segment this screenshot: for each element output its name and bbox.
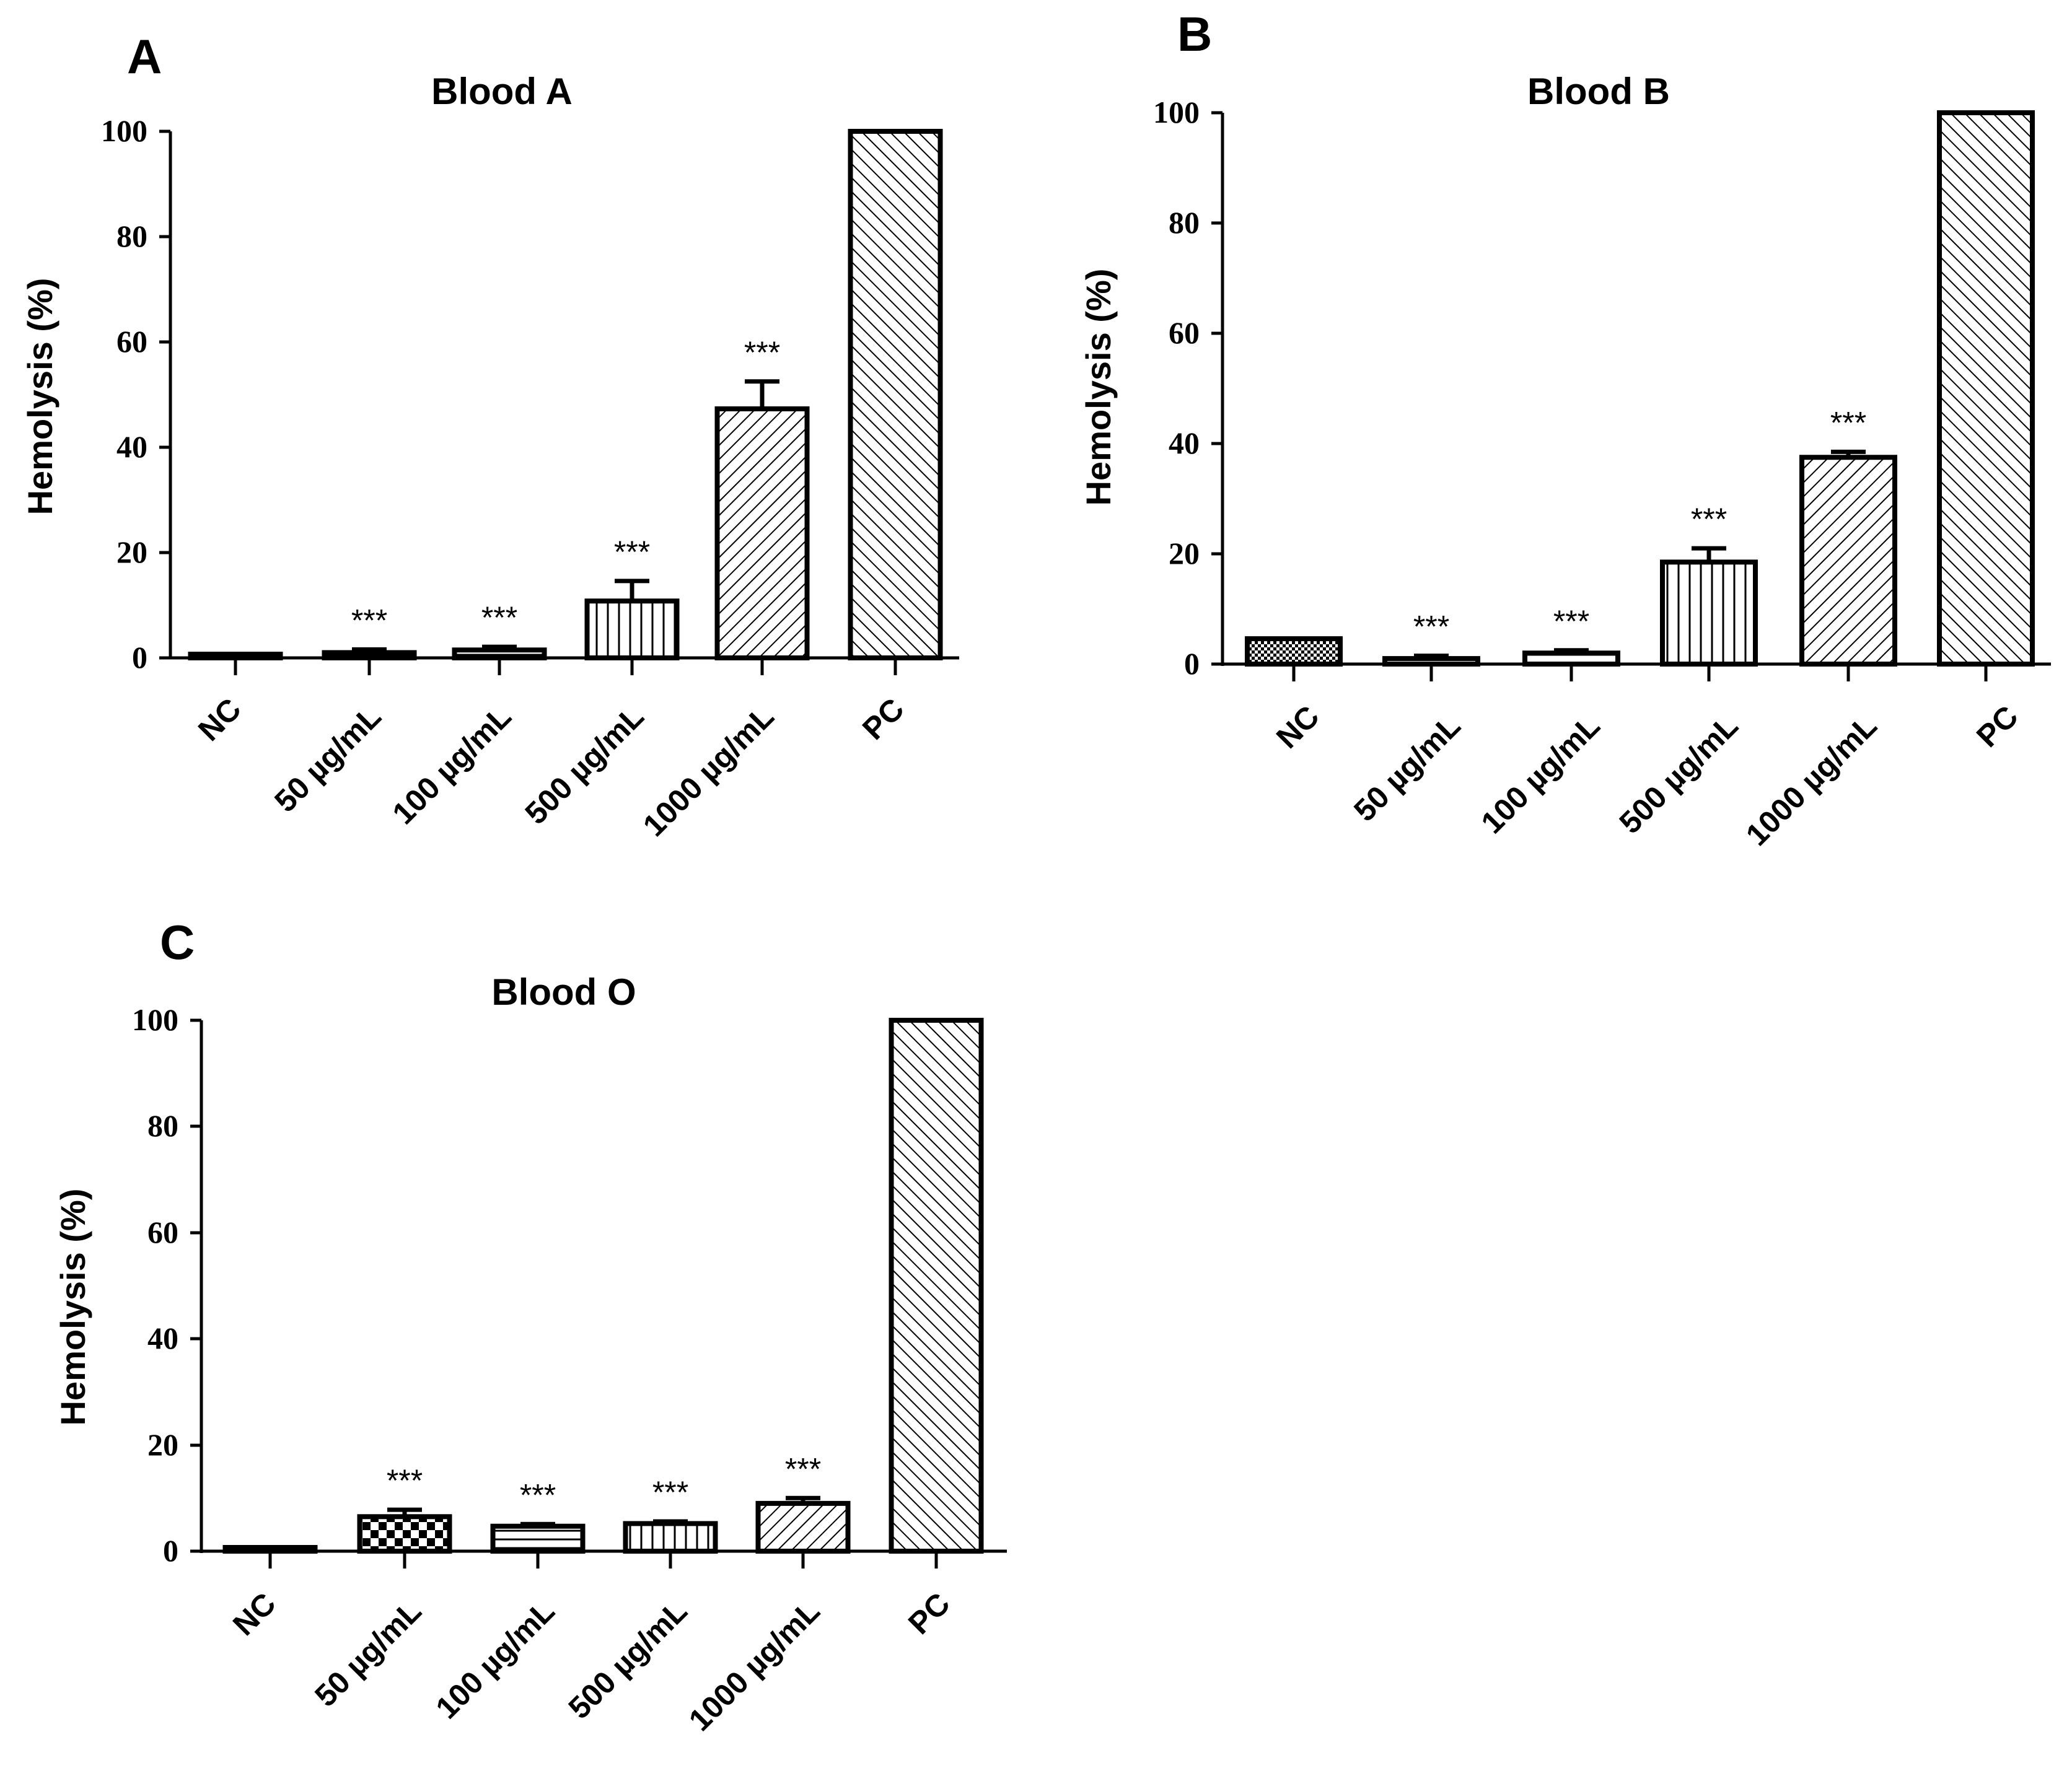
- panel-a-bar-50: [322, 650, 417, 660]
- panel-a-significance-100: ***: [481, 600, 517, 635]
- panel-a: A Blood A Hemolysis (%) 0 20 40 60 80 10…: [20, 29, 959, 843]
- panel-c: C Blood O Hemolysis (%) 0 20 40 60 80 10…: [53, 915, 1007, 1738]
- panel-b-ytick-label-40: 40: [1169, 426, 1200, 460]
- panel-c-bar-500: [623, 1521, 718, 1554]
- panel-c-significance-100: ***: [520, 1477, 556, 1512]
- panel-c-xtick-label-1000: 1000 µg/mL: [682, 1593, 827, 1738]
- panel-c-ytick-label-0: 0: [163, 1533, 178, 1568]
- panel-c-yaxis: 0 20 40 60 80 100: [132, 1002, 203, 1568]
- panel-c-bar-100: [490, 1523, 586, 1554]
- panel-c-bar-nc: [222, 1545, 318, 1554]
- panel-b-bar-500: [1660, 559, 1758, 667]
- panel-b-ytick-label-20: 20: [1169, 536, 1200, 571]
- panel-a-xtick-label-50: 50 µg/mL: [268, 699, 388, 819]
- panel-c-ytick-label-20: 20: [147, 1427, 178, 1462]
- panel-c-title: Blood O: [491, 971, 636, 1013]
- panel-c-xtick-label-nc: NC: [226, 1586, 283, 1642]
- panel-c-ytick-label-100: 100: [132, 1002, 178, 1037]
- panel-c-ytick-label-80: 80: [147, 1108, 178, 1143]
- panel-a-bar-1000: [714, 406, 810, 660]
- panel-b-bar-pc: [1937, 110, 2035, 667]
- panel-a-ytick-label-100: 100: [101, 113, 147, 148]
- panel-b-bar-1000: [1799, 455, 1897, 667]
- panel-c-bar-50: [357, 1514, 452, 1554]
- panel-a-ytick-label-20: 20: [116, 535, 147, 569]
- panel-b-xtick-label-nc: NC: [1270, 699, 1326, 755]
- panel-c-xtick-label-100: 100 µg/mL: [429, 1593, 561, 1725]
- panel-a-significance-50: ***: [351, 603, 387, 637]
- panel-a-significance-500: ***: [614, 535, 650, 569]
- panel-a-letter: A: [127, 29, 162, 84]
- panel-c-bar-1000: [755, 1500, 851, 1554]
- panel-c-xtick-label-500: 500 µg/mL: [562, 1593, 694, 1725]
- panel-a-bar-100: [452, 647, 547, 660]
- panel-b-ylabel: Hemolysis (%): [1079, 269, 1118, 506]
- panel-c-significance-500: ***: [652, 1475, 688, 1510]
- panel-a-ytick-label-40: 40: [116, 429, 147, 464]
- panel-c-bars: *** *** *** ***: [222, 1018, 984, 1554]
- panel-b-xtick-label-50: 50 µg/mL: [1347, 708, 1467, 828]
- panel-a-bar-nc: [188, 652, 283, 660]
- panel-b-significance-100: ***: [1553, 604, 1589, 639]
- panel-b-letter: B: [1177, 7, 1212, 61]
- panel-b-bars: *** *** *** ***: [1245, 110, 2035, 667]
- panel-a-xtick-label-nc: NC: [191, 691, 248, 748]
- panel-b-xtick-label-pc: PC: [1970, 699, 2025, 754]
- panel-b-bar-nc: [1245, 636, 1343, 667]
- panel-b-ytick-label-0: 0: [1184, 646, 1200, 681]
- panel-b-ytick-label-80: 80: [1169, 205, 1200, 240]
- panel-b: B Blood B Hemolysis (%) 0 20 40 60 80 10…: [1079, 7, 2051, 852]
- panel-a-xtick-label-100: 100 µg/mL: [386, 699, 518, 831]
- panel-c-ylabel: Hemolysis (%): [53, 1189, 92, 1426]
- panel-a-ylabel: Hemolysis (%): [20, 278, 59, 515]
- panel-c-significance-50: ***: [387, 1463, 423, 1498]
- panel-b-xtick-label-500: 500 µg/mL: [1613, 708, 1745, 840]
- panel-b-xticks: NC 50 µg/mL 100 µg/mL 500 µg/mL 1000 µg/…: [1270, 664, 2025, 852]
- panel-c-ytick-label-60: 60: [147, 1215, 178, 1249]
- panel-b-significance-500: ***: [1691, 502, 1727, 536]
- panel-a-xtick-label-500: 500 µg/mL: [519, 699, 651, 831]
- panel-b-ytick-label-100: 100: [1153, 95, 1200, 129]
- panel-b-significance-1000: ***: [1830, 405, 1866, 440]
- panel-a-ytick-label-60: 60: [116, 324, 147, 359]
- panel-b-bar-50: [1382, 656, 1480, 667]
- panel-a-ytick-label-80: 80: [116, 219, 147, 253]
- panel-c-xtick-label-50: 50 µg/mL: [308, 1593, 428, 1713]
- panel-c-ytick-label-40: 40: [147, 1321, 178, 1355]
- panel-c-bar-pc: [889, 1018, 984, 1554]
- panel-b-significance-50: ***: [1413, 610, 1449, 644]
- panel-a-bar-500: [584, 598, 680, 661]
- panel-c-significance-1000: ***: [785, 1451, 821, 1486]
- panel-a-title: Blood A: [431, 71, 573, 112]
- panel-c-xticks: NC 50 µg/mL 100 µg/mL 500 µg/mL 1000 µg/…: [226, 1551, 957, 1738]
- panel-a-xtick-label-1000: 1000 µg/mL: [636, 699, 781, 843]
- panel-a-bars: *** *** *** ***: [188, 129, 943, 661]
- panel-a-significance-1000: ***: [744, 335, 780, 370]
- panel-a-xticks: NC 50 µg/mL 100 µg/mL 500 µg/mL 1000 µg/…: [191, 658, 911, 843]
- panel-a-yaxis: 0 20 40 60 80 100: [101, 113, 172, 675]
- panel-a-xtick-label-pc: PC: [856, 691, 911, 746]
- panel-b-bar-100: [1522, 650, 1620, 667]
- panel-b-xtick-label-1000: 1000 µg/mL: [1739, 708, 1884, 852]
- panel-b-ytick-label-60: 60: [1169, 315, 1200, 350]
- panel-c-letter: C: [160, 915, 195, 969]
- panel-a-bar-pc: [848, 129, 943, 660]
- panel-b-yaxis: 0 20 40 60 80 100: [1153, 95, 1224, 681]
- panel-a-ytick-label-0: 0: [132, 640, 147, 675]
- panel-c-xtick-label-pc: PC: [902, 1586, 957, 1641]
- panel-b-xtick-label-100: 100 µg/mL: [1475, 708, 1607, 840]
- panel-b-title: Blood B: [1527, 71, 1670, 112]
